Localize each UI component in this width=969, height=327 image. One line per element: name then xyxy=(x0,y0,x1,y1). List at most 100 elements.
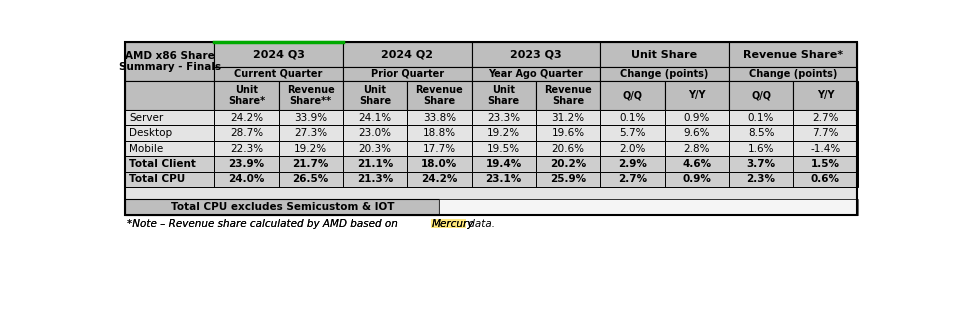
Text: 33.9%: 33.9% xyxy=(294,113,327,123)
Bar xyxy=(125,141,214,156)
Text: 24.2%: 24.2% xyxy=(230,113,263,123)
Text: Unit
Share: Unit Share xyxy=(359,85,391,106)
Text: Unit
Share*: Unit Share* xyxy=(228,85,265,106)
Bar xyxy=(343,141,407,156)
Text: Unit
Share: Unit Share xyxy=(487,85,519,106)
Bar xyxy=(214,110,278,126)
Bar xyxy=(664,172,728,187)
Bar xyxy=(728,110,793,126)
Bar xyxy=(125,172,214,187)
Bar xyxy=(728,67,857,81)
Text: Year Ago Quarter: Year Ago Quarter xyxy=(488,69,582,79)
Bar xyxy=(600,156,664,172)
Text: Unit Share: Unit Share xyxy=(631,50,697,60)
Text: 22.3%: 22.3% xyxy=(230,144,263,154)
Bar xyxy=(471,156,535,172)
Bar xyxy=(278,126,343,141)
Bar xyxy=(125,199,439,215)
Text: Total CPU: Total CPU xyxy=(129,174,185,184)
Bar xyxy=(430,219,465,228)
Text: 9.6%: 9.6% xyxy=(683,128,709,138)
Text: 18.8%: 18.8% xyxy=(422,128,455,138)
Text: Q/Q: Q/Q xyxy=(750,91,770,100)
Bar xyxy=(214,141,278,156)
Bar xyxy=(535,141,600,156)
Bar xyxy=(728,156,793,172)
Bar xyxy=(471,81,535,110)
Text: *Note – Revenue share calculated by AMD based on: *Note – Revenue share calculated by AMD … xyxy=(127,219,400,229)
Bar xyxy=(728,42,857,67)
Text: 23.0%: 23.0% xyxy=(359,128,391,138)
Text: 18.0%: 18.0% xyxy=(421,159,457,169)
Bar xyxy=(407,126,471,141)
Bar xyxy=(343,110,407,126)
Text: AMD x86 Share
Summary - Finals: AMD x86 Share Summary - Finals xyxy=(118,51,221,72)
Text: 24.0%: 24.0% xyxy=(228,174,265,184)
Text: 19.2%: 19.2% xyxy=(486,128,519,138)
Bar xyxy=(439,199,857,215)
Text: Revenue
Share: Revenue Share xyxy=(544,85,591,106)
Bar xyxy=(535,110,600,126)
Bar xyxy=(793,156,857,172)
Text: 20.3%: 20.3% xyxy=(359,144,391,154)
Bar xyxy=(278,81,343,110)
Text: Change (points): Change (points) xyxy=(748,69,836,79)
Text: data.: data. xyxy=(464,219,494,229)
Text: 2023 Q3: 2023 Q3 xyxy=(510,50,561,60)
Bar xyxy=(728,126,793,141)
Bar xyxy=(278,141,343,156)
Bar xyxy=(125,42,857,215)
Text: Current Quarter: Current Quarter xyxy=(234,69,323,79)
Bar xyxy=(278,156,343,172)
Text: 27.3%: 27.3% xyxy=(294,128,327,138)
Bar xyxy=(471,67,600,81)
Bar xyxy=(407,110,471,126)
Bar xyxy=(793,126,857,141)
Text: 31.2%: 31.2% xyxy=(551,113,584,123)
Text: 0.6%: 0.6% xyxy=(810,174,839,184)
Bar xyxy=(214,156,278,172)
Bar xyxy=(343,172,407,187)
Text: 5.7%: 5.7% xyxy=(618,128,645,138)
Bar xyxy=(600,126,664,141)
Text: Mercury: Mercury xyxy=(431,219,474,229)
Text: 0.9%: 0.9% xyxy=(681,174,710,184)
Text: 19.4%: 19.4% xyxy=(485,159,521,169)
Bar xyxy=(343,67,471,81)
Text: Change (points): Change (points) xyxy=(620,69,708,79)
Text: 1.6%: 1.6% xyxy=(747,144,773,154)
Bar xyxy=(343,81,407,110)
Bar xyxy=(793,81,857,110)
Bar xyxy=(343,126,407,141)
Bar xyxy=(278,110,343,126)
Text: 2.7%: 2.7% xyxy=(811,113,838,123)
Text: 19.6%: 19.6% xyxy=(551,128,584,138)
Bar xyxy=(125,110,214,126)
Text: Q/Q: Q/Q xyxy=(622,91,641,100)
Bar xyxy=(600,110,664,126)
Bar xyxy=(278,172,343,187)
Bar xyxy=(600,81,664,110)
Text: 2024 Q2: 2024 Q2 xyxy=(381,50,433,60)
Bar xyxy=(125,187,857,199)
Text: 24.2%: 24.2% xyxy=(421,174,457,184)
Bar xyxy=(214,42,343,67)
Bar xyxy=(407,141,471,156)
Text: 20.6%: 20.6% xyxy=(551,144,584,154)
Bar xyxy=(600,172,664,187)
Text: 2024 Q3: 2024 Q3 xyxy=(252,50,304,60)
Text: 8.5%: 8.5% xyxy=(747,128,773,138)
Bar xyxy=(535,81,600,110)
Text: Total CPU excludes Semicustom & IOT: Total CPU excludes Semicustom & IOT xyxy=(171,202,393,212)
Text: Mobile: Mobile xyxy=(129,144,163,154)
Text: 3.7%: 3.7% xyxy=(746,159,775,169)
Bar xyxy=(728,141,793,156)
Bar xyxy=(793,110,857,126)
Text: Y/Y: Y/Y xyxy=(687,91,704,100)
Text: 2.9%: 2.9% xyxy=(617,159,646,169)
Bar xyxy=(600,42,728,67)
Text: Revenue Share*: Revenue Share* xyxy=(742,50,842,60)
Text: 23.9%: 23.9% xyxy=(228,159,265,169)
Text: 24.1%: 24.1% xyxy=(359,113,391,123)
Text: Server: Server xyxy=(129,113,163,123)
